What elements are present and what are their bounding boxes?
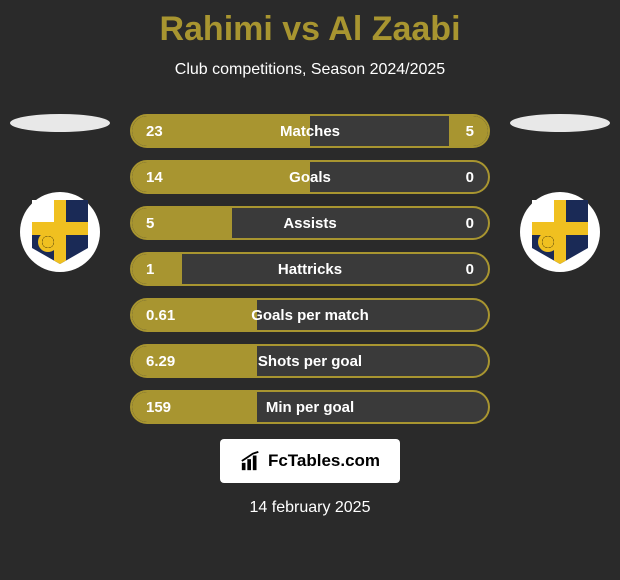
stat-left-value: 5 [146,215,154,232]
stat-row: 0.61 Goals per match [130,298,490,332]
stat-row: 1 Hattricks 0 [130,252,490,286]
stat-right-value: 5 [466,123,474,140]
stat-fill-left [132,254,182,284]
stats-table: 23 Matches 5 14 Goals 0 5 Assists 0 1 Hattricks 0 0.… [130,114,490,424]
stat-right-value: 0 [466,169,474,186]
stat-row: 23 Matches 5 [130,114,490,148]
stat-row: 159 Min per goal [130,390,490,424]
stat-left-value: 0.61 [146,307,175,324]
stat-label: Hattricks [278,261,342,278]
date-text: 14 february 2025 [0,499,620,517]
stat-row: 5 Assists 0 [130,206,490,240]
stat-label: Min per goal [266,399,354,416]
stat-label: Matches [280,123,340,140]
stat-label: Goals [289,169,331,186]
stat-left-value: 6.29 [146,353,175,370]
player-left-column [10,114,110,272]
chart-icon [240,450,262,472]
stat-row: 14 Goals 0 [130,160,490,194]
stat-left-value: 1 [146,261,154,278]
content-area: 23 Matches 5 14 Goals 0 5 Assists 0 1 Hattricks 0 0.… [0,114,620,424]
footer-brand-text: FcTables.com [268,451,380,471]
player-left-name-placeholder [10,114,110,132]
player-right-column [510,114,610,272]
stat-label: Goals per match [251,307,369,324]
stat-label: Assists [283,215,336,232]
stat-left-value: 23 [146,123,163,140]
subtitle: Club competitions, Season 2024/2025 [0,61,620,79]
player-right-name-placeholder [510,114,610,132]
stat-left-value: 159 [146,399,171,416]
player-left-club-badge [20,192,100,272]
player-right-club-badge [520,192,600,272]
stat-label: Shots per goal [258,353,362,370]
footer-brand-badge[interactable]: FcTables.com [220,439,400,483]
stat-right-value: 0 [466,215,474,232]
stat-left-value: 14 [146,169,163,186]
stat-right-value: 0 [466,261,474,278]
stat-row: 6.29 Shots per goal [130,344,490,378]
page-title: Rahimi vs Al Zaabi [0,0,620,49]
